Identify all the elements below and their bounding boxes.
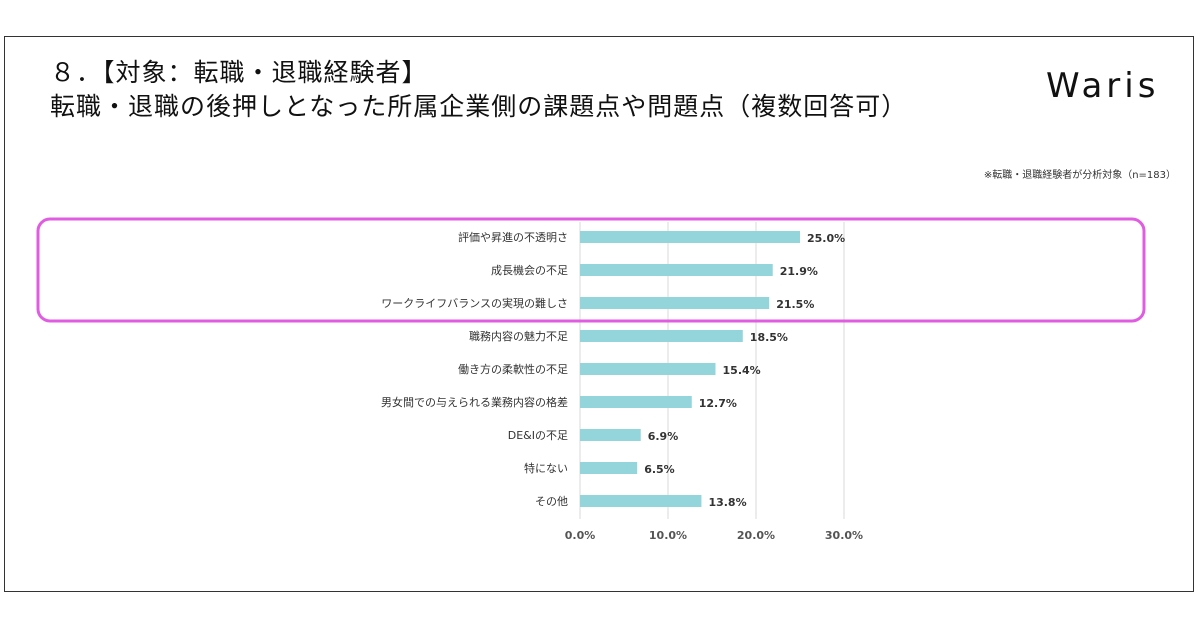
bar bbox=[580, 462, 638, 474]
bar bbox=[580, 495, 702, 507]
sample-note: ※転職・退職経験者が分析対象（n=183） bbox=[983, 170, 1176, 181]
bar bbox=[580, 264, 773, 276]
data-label: 25.0% bbox=[807, 232, 845, 245]
x-tick-label: 20.0% bbox=[737, 529, 775, 542]
brand-logo: Waris bbox=[1046, 66, 1160, 106]
data-label: 21.9% bbox=[780, 265, 818, 278]
category-label: 働き方の柔軟性の不足 bbox=[458, 362, 568, 376]
data-label: 13.8% bbox=[708, 496, 746, 509]
data-label: 21.5% bbox=[776, 298, 814, 311]
bar bbox=[580, 231, 800, 243]
bar bbox=[580, 396, 692, 408]
title-line-2: 転職・退職の後押しとなった所属企業側の課題点や問題点（複数回答可） bbox=[50, 92, 908, 121]
category-label: 成長機会の不足 bbox=[491, 263, 568, 277]
page-title: ８．【対象：転職・退職経験者】 転職・退職の後押しとなった所属企業側の課題点や問… bbox=[50, 56, 907, 124]
bar bbox=[580, 429, 641, 441]
data-label: 6.9% bbox=[648, 430, 679, 443]
data-label: 18.5% bbox=[750, 331, 788, 344]
category-label: 評価や昇進の不透明さ bbox=[458, 230, 568, 244]
bar bbox=[580, 330, 743, 342]
bar bbox=[580, 363, 716, 375]
category-label: 職務内容の魅力不足 bbox=[469, 329, 568, 343]
title-line-1: ８．【対象：転職・退職経験者】 bbox=[50, 58, 428, 87]
x-tick-label: 10.0% bbox=[649, 529, 687, 542]
data-label: 15.4% bbox=[723, 364, 761, 377]
data-label: 12.7% bbox=[699, 397, 737, 410]
x-tick-label: 30.0% bbox=[825, 529, 863, 542]
category-label: その他 bbox=[535, 495, 568, 508]
category-label: DE&Iの不足 bbox=[508, 429, 568, 442]
x-tick-label: 0.0% bbox=[565, 529, 596, 542]
bar bbox=[580, 297, 770, 309]
highlight-box bbox=[36, 217, 1146, 323]
category-label: ワークライフバランスの実現の難しさ bbox=[381, 296, 568, 310]
data-label: 6.5% bbox=[644, 463, 675, 476]
category-label: 男女間での与えられる業務内容の格差 bbox=[381, 395, 568, 409]
category-label: 特にない bbox=[524, 461, 568, 475]
